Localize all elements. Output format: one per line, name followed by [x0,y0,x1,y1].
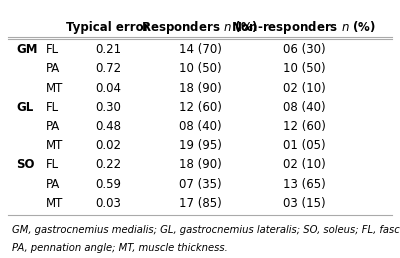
Text: 0.02: 0.02 [95,139,121,152]
Text: GM: GM [16,43,38,56]
Text: SO: SO [16,158,34,171]
Text: 02 (10): 02 (10) [283,82,325,94]
Text: GM, gastrocnemius medialis; GL, gastrocnemius lateralis; SO, soleus; FL, fascicl: GM, gastrocnemius medialis; GL, gastrocn… [12,225,400,235]
Text: FL: FL [46,43,59,56]
Text: Non-responders $\it{n}$ (%): Non-responders $\it{n}$ (%) [232,19,376,36]
Text: MT: MT [46,197,63,210]
Text: PA: PA [46,62,60,75]
Text: 10 (50): 10 (50) [179,62,221,75]
Text: 0.03: 0.03 [95,197,121,210]
Text: 0.04: 0.04 [95,82,121,94]
Text: 07 (35): 07 (35) [179,178,221,191]
Text: 0.72: 0.72 [95,62,121,75]
Text: 19 (95): 19 (95) [178,139,222,152]
Text: Responders $\it{n}$ (%): Responders $\it{n}$ (%) [142,19,258,36]
Text: 01 (05): 01 (05) [283,139,325,152]
Text: MT: MT [46,139,63,152]
Text: 0.59: 0.59 [95,178,121,191]
Text: 12 (60): 12 (60) [178,101,222,114]
Text: MT: MT [46,82,63,94]
Text: 10 (50): 10 (50) [283,62,325,75]
Text: 0.30: 0.30 [95,101,121,114]
Text: 13 (65): 13 (65) [283,178,325,191]
Text: 0.22: 0.22 [95,158,121,171]
Text: 02 (10): 02 (10) [283,158,325,171]
Text: 0.48: 0.48 [95,120,121,133]
Text: GL: GL [16,101,33,114]
Text: FL: FL [46,158,59,171]
Text: 14 (70): 14 (70) [178,43,222,56]
Text: 18 (90): 18 (90) [179,82,221,94]
Text: 06 (30): 06 (30) [283,43,325,56]
Text: 0.21: 0.21 [95,43,121,56]
Text: 08 (40): 08 (40) [179,120,221,133]
Text: 18 (90): 18 (90) [179,158,221,171]
Text: Typical error: Typical error [66,21,150,34]
Text: 03 (15): 03 (15) [283,197,325,210]
Text: PA: PA [46,178,60,191]
Text: FL: FL [46,101,59,114]
Text: 12 (60): 12 (60) [282,120,326,133]
Text: 17 (85): 17 (85) [179,197,221,210]
Text: 08 (40): 08 (40) [283,101,325,114]
Text: PA: PA [46,120,60,133]
Text: PA, pennation angle; MT, muscle thickness.: PA, pennation angle; MT, muscle thicknes… [12,243,228,253]
